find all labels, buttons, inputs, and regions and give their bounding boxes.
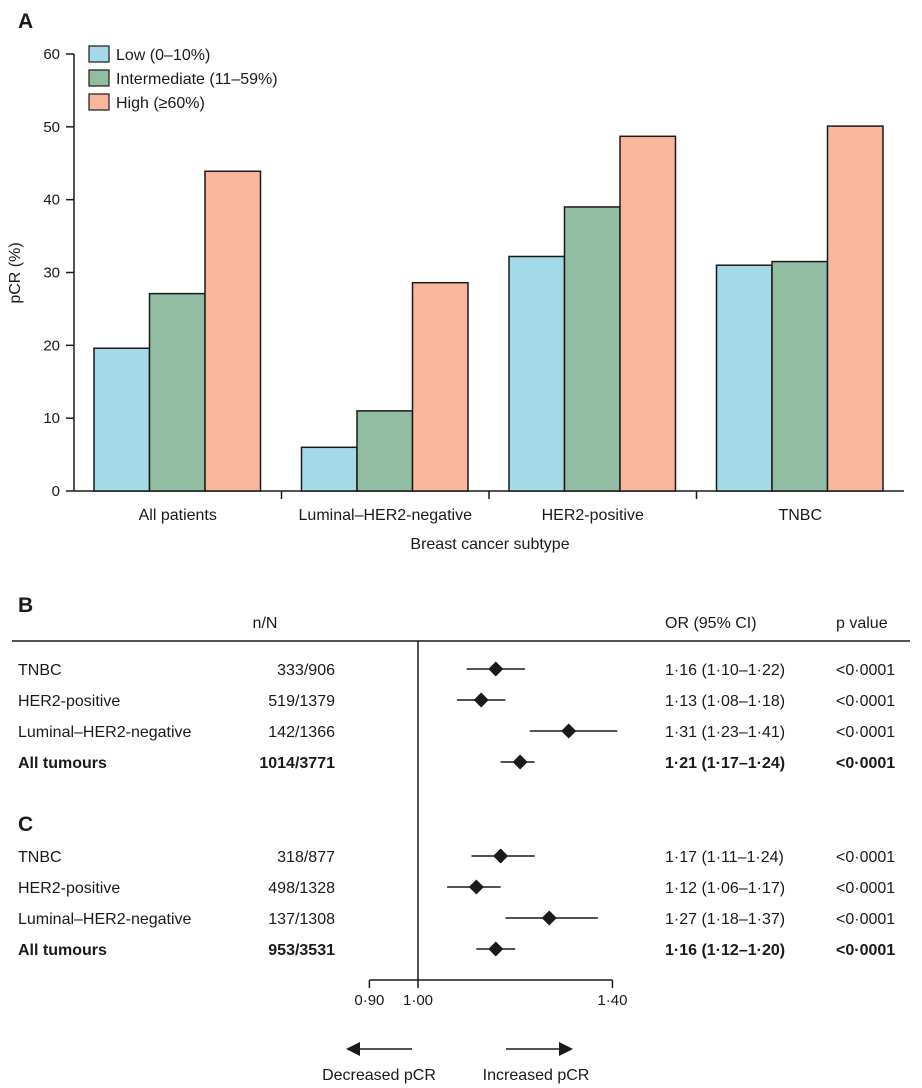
- x-category-label: TNBC: [778, 507, 822, 524]
- row-n: 519/1379: [268, 693, 335, 710]
- or-diamond: [541, 910, 557, 926]
- panel-b-letter: B: [18, 594, 33, 617]
- panel-a-legend: Low (0–10%) Intermediate (11–59%) High (≥6…: [88, 45, 278, 112]
- or-diamond: [488, 661, 504, 677]
- bar: [619, 135, 677, 492]
- row-p-value: <0·0001: [836, 849, 895, 866]
- y-axis-label: pCR (%): [7, 242, 24, 303]
- or-diamond: [488, 941, 504, 957]
- y-tick-label: 10: [43, 410, 60, 427]
- y-tick-label: 60: [43, 46, 60, 63]
- row-or-ci: 1·16 (1·12–1·20): [665, 942, 785, 959]
- row-label: Luminal–HER2-negative: [18, 724, 192, 741]
- legend-swatch: [88, 93, 110, 111]
- bar: [356, 410, 414, 492]
- row-label: HER2-positive: [18, 880, 120, 897]
- legend-label: Intermediate (11–59%): [116, 71, 278, 88]
- panel-a-axes: 0 10 20 30 40 50 60 All patients Luminal–HER2-ne…: [43, 46, 904, 524]
- row-n: 333/906: [277, 662, 335, 679]
- row-p-value: <0·0001: [836, 911, 895, 928]
- row-or-ci: 1·27 (1·18–1·37): [665, 911, 785, 928]
- row-p-value: <0·0001: [836, 724, 895, 741]
- bar: [204, 170, 262, 492]
- row-n: 953/3531: [268, 942, 335, 959]
- row-n: 137/1308: [268, 911, 335, 928]
- row-p-value: <0·0001: [836, 942, 895, 959]
- or-diamond: [468, 879, 484, 895]
- row-or-ci: 1·13 (1·08–1·18): [665, 693, 785, 710]
- bar: [411, 281, 469, 492]
- row-n: 142/1366: [268, 724, 335, 741]
- bar: [93, 347, 151, 492]
- y-tick-label: 0: [52, 483, 60, 500]
- row-label: Luminal–HER2-negative: [18, 911, 192, 928]
- bar: [771, 260, 829, 492]
- row-or-ci: 1·17 (1·11–1·24): [665, 849, 784, 866]
- legend-swatch: [88, 45, 110, 63]
- row-label: All tumours: [18, 755, 107, 772]
- bar: [563, 206, 621, 492]
- or-diamond: [493, 848, 509, 864]
- y-tick-label: 30: [43, 265, 60, 282]
- or-diamond: [561, 723, 577, 739]
- row-n: 318/877: [277, 849, 335, 866]
- row-label: All tumours: [18, 942, 107, 959]
- or-diamond: [512, 754, 528, 770]
- panel-a-bars: [93, 125, 884, 492]
- row-label: TNBC: [18, 662, 62, 679]
- bar: [148, 292, 206, 492]
- row-n: 498/1328: [268, 880, 335, 897]
- forest-tick-label: 0·90: [354, 992, 384, 1009]
- decreased-pcr-label: Decreased pCR: [322, 1067, 436, 1084]
- increased-pcr-label: Increased pCR: [483, 1067, 590, 1084]
- increased-arrow-head: [559, 1042, 573, 1056]
- y-tick-label: 40: [43, 192, 60, 209]
- row-p-value: <0·0001: [836, 662, 895, 679]
- row-or-ci: 1·21 (1·17–1·24): [665, 755, 785, 772]
- n-column-header: n/N: [253, 615, 278, 632]
- decreased-arrow-head: [346, 1042, 360, 1056]
- row-p-value: <0·0001: [836, 880, 895, 897]
- bar: [826, 125, 884, 492]
- row-label: HER2-positive: [18, 693, 120, 710]
- panel-c-letter: C: [18, 813, 33, 836]
- forest-tick-label: 1·00: [403, 992, 433, 1009]
- row-label: TNBC: [18, 849, 62, 866]
- y-tick-label: 50: [43, 119, 60, 136]
- row-p-value: <0·0001: [836, 755, 895, 772]
- legend-label: High (≥60%): [116, 95, 205, 112]
- legend-label: Low (0–10%): [116, 47, 210, 64]
- x-category-label: HER2-positive: [542, 507, 644, 524]
- bar: [300, 446, 358, 492]
- bar: [508, 255, 566, 492]
- or-column-header: OR (95% CI): [665, 615, 757, 632]
- p-column-header: p value: [836, 615, 888, 632]
- bar: [715, 264, 773, 492]
- x-category-label: Luminal–HER2-negative: [299, 507, 473, 524]
- forest-tick-label: 1·40: [597, 992, 627, 1009]
- row-or-ci: 1·16 (1·10–1·22): [665, 662, 785, 679]
- or-diamond: [473, 692, 489, 708]
- row-p-value: <0·0001: [836, 693, 895, 710]
- panel-a-letter: A: [18, 10, 33, 33]
- x-category-label: All patients: [139, 507, 217, 524]
- y-tick-label: 20: [43, 337, 60, 354]
- forest-x-axis: 0·90 1·00 1·40 Decreased pCR Increased pCR: [322, 641, 627, 1084]
- row-or-ci: 1·12 (1·06–1·17): [665, 880, 785, 897]
- row-or-ci: 1·31 (1·23–1·41): [665, 724, 785, 741]
- forest-plots: TNBC 333/906 1·16 (1·10–1·22) <0·0001 HER2-p…: [18, 661, 895, 959]
- x-axis-label: Breast cancer subtype: [410, 536, 569, 553]
- row-n: 1014/3771: [259, 755, 335, 772]
- legend-swatch: [88, 69, 110, 87]
